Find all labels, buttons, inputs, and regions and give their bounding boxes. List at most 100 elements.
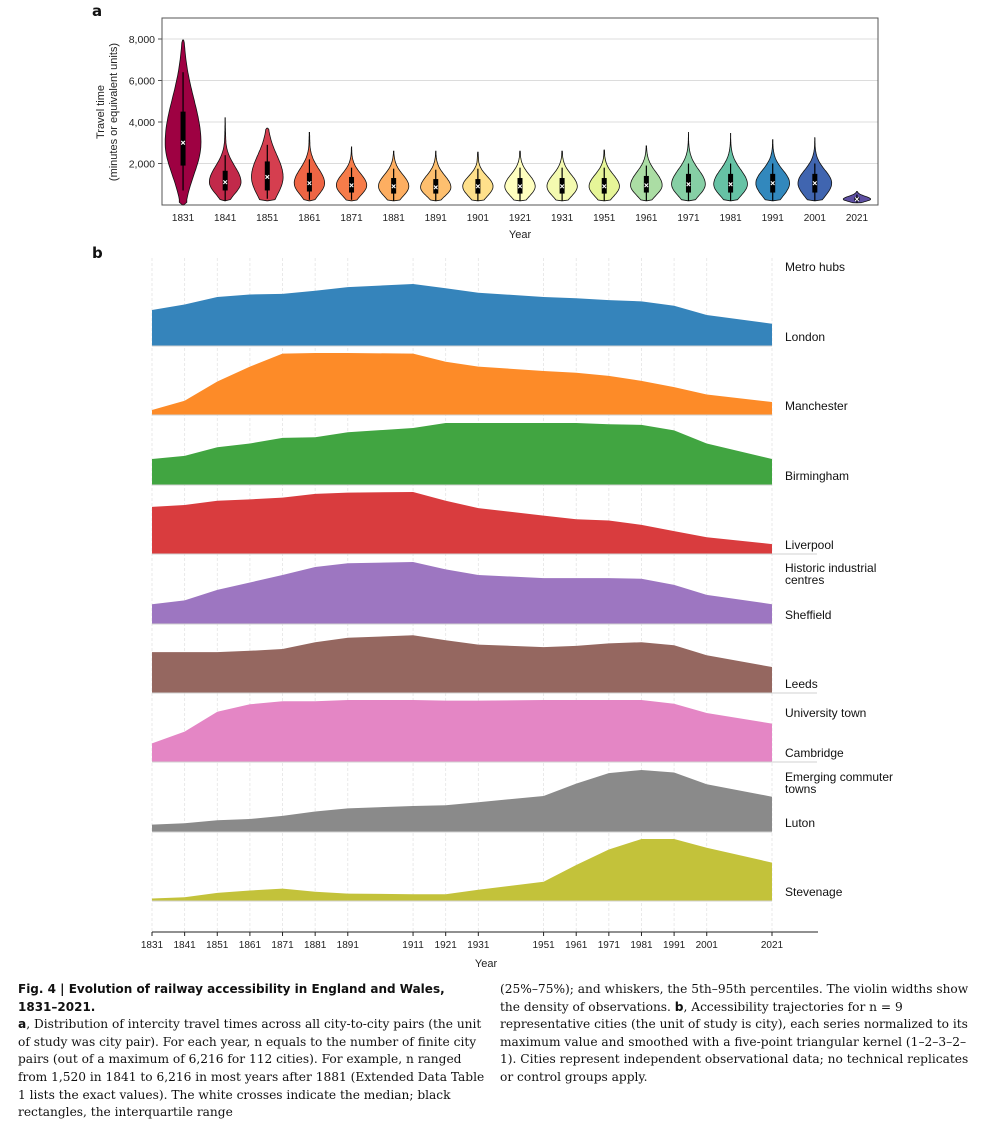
iqr-box-1981: [728, 173, 734, 193]
group-label-line1: Historic industrial: [785, 561, 876, 575]
group-label-line2: towns: [785, 782, 816, 796]
plot-frame: [161, 17, 879, 206]
median-marker-1861: [307, 181, 312, 186]
y-tick-label: 4,000: [129, 117, 155, 129]
city-label-leeds: Leeds: [785, 677, 818, 691]
x-tick-label: 1891: [425, 213, 448, 224]
iqr-box-1841: [222, 170, 228, 191]
x-axis-label: Year: [509, 229, 532, 241]
area-manchester: [152, 353, 772, 415]
y-tick-label: 8,000: [129, 34, 155, 46]
x-tick-label: 1991: [663, 940, 686, 951]
x-tick-label: 1901: [467, 213, 490, 224]
iqr-box-1961: [643, 175, 649, 193]
median-marker-1961: [644, 183, 649, 188]
x-tick-label: 1931: [551, 213, 574, 224]
median-marker-1981: [728, 182, 733, 187]
x-tick-label: 1911: [402, 940, 424, 951]
median-marker-1831: [180, 140, 186, 145]
area-london: [152, 284, 772, 346]
x-tick-label: 1981: [630, 940, 653, 951]
y-tick-label: 2,000: [129, 159, 155, 171]
median-marker-1921: [517, 184, 523, 189]
caption-right-text-1: (25%–75%); and whiskers, the 5th–95th pe…: [500, 982, 969, 1014]
panel-a-label: a: [92, 2, 103, 20]
caption-left-column: Fig. 4 | Evolution of railway accessibil…: [18, 981, 488, 1122]
x-tick-label: 1871: [271, 940, 294, 951]
group-label-line1: Emerging commuter: [785, 770, 893, 784]
group-label: Metro hubs: [785, 260, 845, 274]
x-tick-label: 1951: [593, 213, 616, 224]
city-label-cambridge: Cambridge: [785, 746, 844, 760]
x-tick-label: 1961: [565, 940, 588, 951]
area-leeds: [152, 635, 772, 693]
x-tick-label: 1881: [304, 940, 327, 951]
x-tick-label: 1991: [762, 213, 785, 224]
x-tick-label: 1971: [598, 940, 621, 951]
median-marker-2001: [812, 181, 818, 186]
x-tick-label: 1841: [214, 213, 237, 224]
x-tick-label: 1871: [340, 213, 363, 224]
median-marker-1891: [433, 185, 438, 190]
x-tick-label: 1851: [256, 213, 279, 224]
x-tick-label: 1981: [719, 213, 742, 224]
x-tick-label: 1861: [298, 213, 321, 224]
caption-a-text: , Distribution of intercity travel times…: [18, 1017, 485, 1120]
area-sheffield: [152, 562, 772, 624]
median-marker-1841: [222, 179, 228, 185]
x-tick-label: 1831: [172, 213, 195, 224]
x-tick-label: 2001: [804, 213, 827, 224]
x-tick-label: 2001: [696, 940, 719, 951]
median-marker-1871: [349, 183, 354, 188]
x-tick-label: 1951: [532, 940, 555, 951]
x-tick-label: 1831: [141, 940, 164, 951]
x-tick-label: 1971: [677, 213, 700, 224]
city-label-manchester: Manchester: [785, 399, 848, 413]
iqr-box-1851: [264, 161, 270, 191]
median-marker-1931: [559, 184, 565, 189]
group-label: University town: [785, 706, 866, 720]
city-label-liverpool: Liverpool: [785, 538, 834, 552]
median-marker-1901: [475, 184, 481, 189]
city-label-luton: Luton: [785, 816, 815, 830]
median-marker-1971: [686, 182, 691, 187]
x-tick-label: 2021: [761, 940, 784, 951]
median-marker-2021: [854, 197, 860, 202]
x-tick-label: 1891: [337, 940, 360, 951]
ridgeline-area-chart: London Manchester Birmingham Liverpool Sheff…: [141, 258, 893, 970]
y-axis-label-line2: (minutes or equivalent units): [108, 43, 120, 181]
city-label-london: London: [785, 330, 825, 344]
x-tick-label: 1921: [509, 213, 532, 224]
x-tick-label: 1881: [383, 213, 406, 224]
x-tick-label: 1841: [174, 940, 197, 951]
city-label-stevenage: Stevenage: [785, 885, 843, 899]
x-axis-label: Year: [475, 958, 498, 970]
caption-a-label: a: [18, 1017, 27, 1032]
caption-title: Fig. 4 | Evolution of railway accessibil…: [18, 982, 445, 1014]
median-marker-1851: [265, 174, 270, 180]
iqr-box-1891: [433, 179, 439, 194]
area-birmingham: [152, 423, 772, 485]
iqr-box-1831: [180, 111, 186, 166]
x-tick-label: 2021: [846, 213, 869, 224]
x-tick-label: 1931: [467, 940, 490, 951]
y-axis-label-line1: Travel time: [95, 85, 107, 139]
area-cambridge: [152, 700, 772, 762]
caption-b-label: b: [674, 999, 684, 1014]
median-marker-1951: [602, 184, 607, 189]
iqr-box-1861: [306, 172, 312, 192]
iqr-box-1971: [685, 173, 691, 193]
x-tick-label: 1851: [206, 940, 229, 951]
x-tick-label: 1961: [635, 213, 658, 224]
x-tick-label: 1921: [435, 940, 458, 951]
city-label-birmingham: Birmingham: [785, 469, 849, 483]
caption-right-column: (25%–75%); and whiskers, the 5th–95th pe…: [500, 981, 970, 1087]
area-luton: [152, 770, 772, 832]
median-marker-1881: [391, 184, 396, 189]
violin-chart: 2,000 4,000 6,000 8,000 1831 1841 1851 1861 187…: [95, 17, 879, 241]
city-label-sheffield: Sheffield: [785, 608, 831, 622]
caption-right-text-2: , Accessibility trajectories for n = 9 r…: [500, 999, 969, 1084]
group-label-line2: centres: [785, 573, 824, 587]
median-marker-1991: [770, 181, 775, 186]
area-liverpool: [152, 492, 772, 554]
